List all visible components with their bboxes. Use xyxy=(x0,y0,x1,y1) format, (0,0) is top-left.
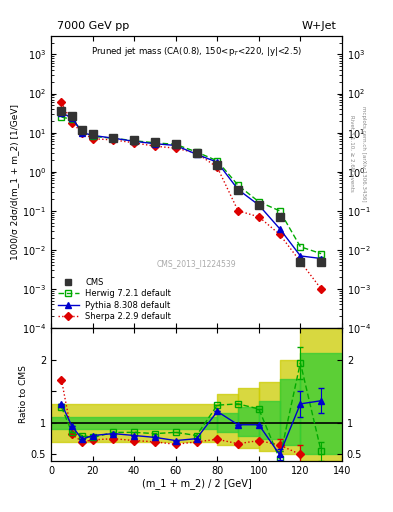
Text: 7000 GeV pp: 7000 GeV pp xyxy=(57,22,129,31)
Text: mcplots.cern.ch [arXiv:1306.3436]: mcplots.cern.ch [arXiv:1306.3436] xyxy=(361,106,366,201)
Text: CMS_2013_I1224539: CMS_2013_I1224539 xyxy=(157,259,236,268)
Y-axis label: 1000/σ 2dσ/d(m_1 + m_2) [1/GeV]: 1000/σ 2dσ/d(m_1 + m_2) [1/GeV] xyxy=(10,104,19,260)
Text: Rivet 3.1.10, ≥ 2.6M events: Rivet 3.1.10, ≥ 2.6M events xyxy=(349,115,354,192)
Text: Pruned jet mass (CA(0.8), 150<p$_T$<220, |y|<2.5): Pruned jet mass (CA(0.8), 150<p$_T$<220,… xyxy=(91,45,302,58)
Text: W+Jet: W+Jet xyxy=(301,22,336,31)
Legend: CMS, Herwig 7.2.1 default, Pythia 8.308 default, Sherpa 2.2.9 default: CMS, Herwig 7.2.1 default, Pythia 8.308 … xyxy=(55,275,174,324)
X-axis label: (m_1 + m_2) / 2 [GeV]: (m_1 + m_2) / 2 [GeV] xyxy=(141,478,252,489)
Y-axis label: Ratio to CMS: Ratio to CMS xyxy=(19,366,28,423)
